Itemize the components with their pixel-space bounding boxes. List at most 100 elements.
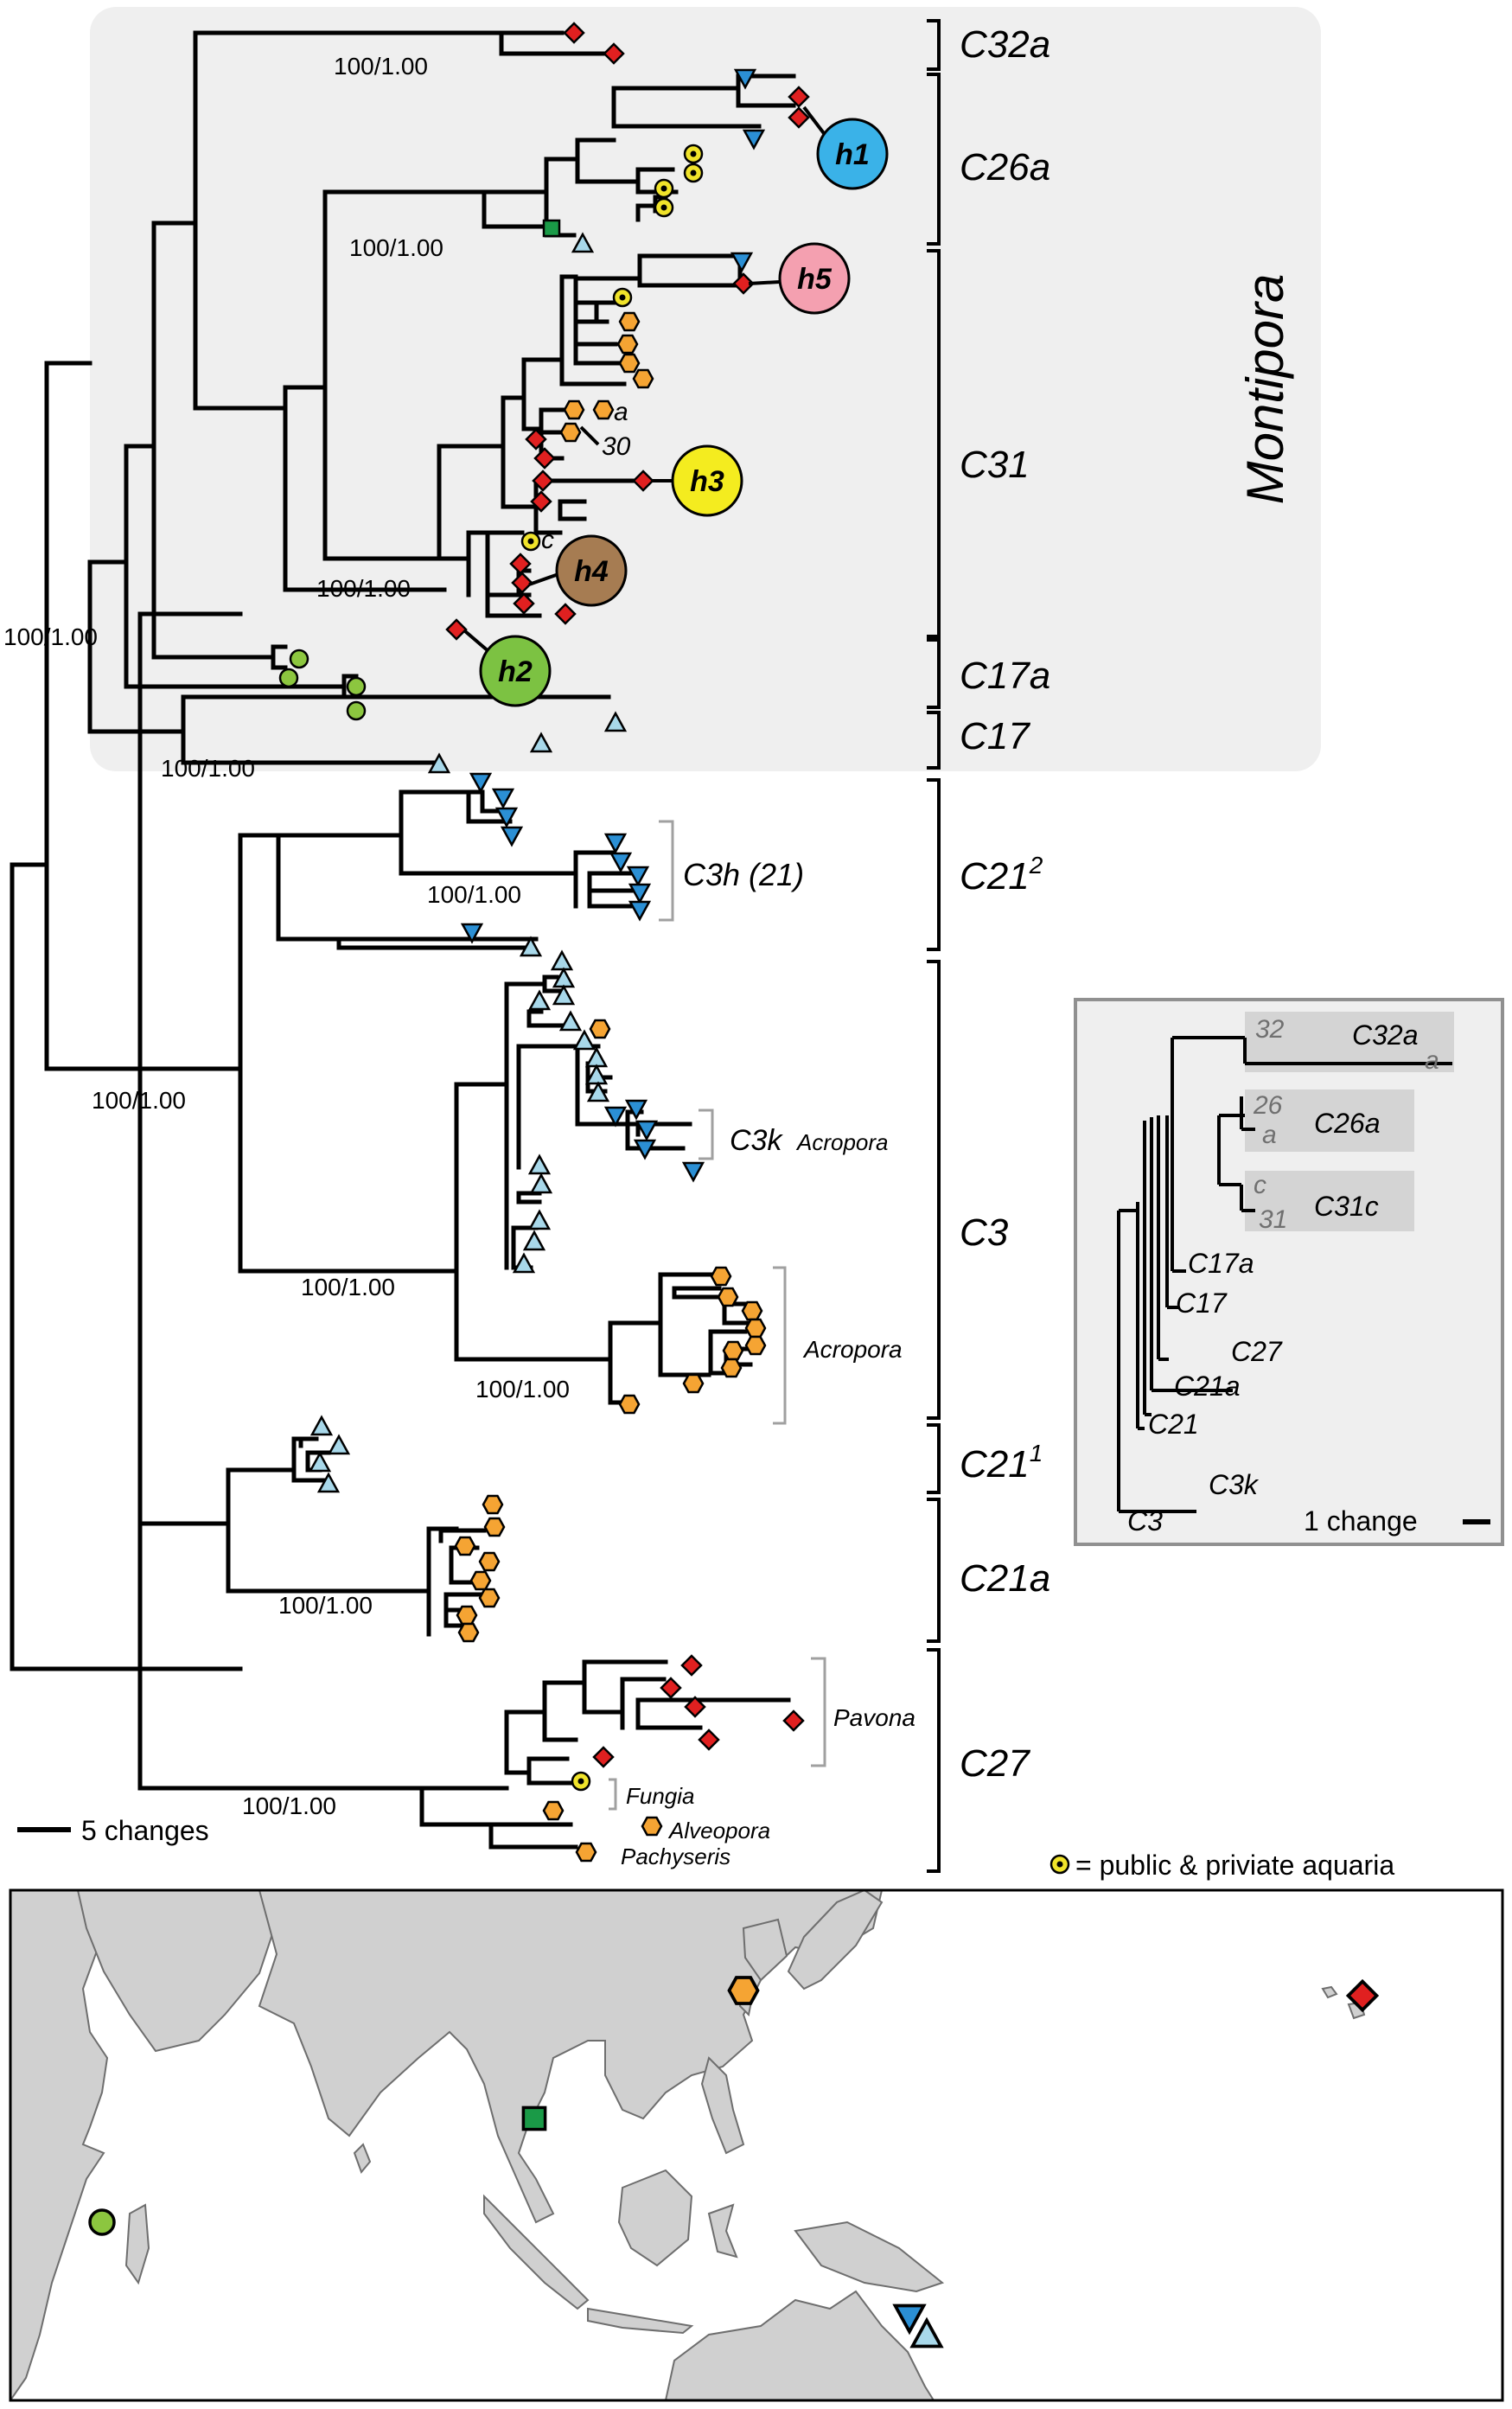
triangle-up-marker-icon xyxy=(530,1173,552,1194)
support-value: 100/1.00 xyxy=(161,755,255,782)
triangle-up-marker-icon xyxy=(585,1047,608,1068)
circle-marker-icon xyxy=(289,649,309,669)
support-value: 100/1.00 xyxy=(334,53,428,80)
aquaria-marker-icon xyxy=(654,197,674,218)
legend-aquaria: = public & priviate aquaria xyxy=(1075,1850,1394,1881)
hexagon-marker-icon xyxy=(618,1394,641,1415)
haplotype-callouts: h1 h5 h3 h4 h2 xyxy=(463,105,889,707)
triangle-down-marker-icon xyxy=(682,1161,705,1182)
clade-c17a: C17a xyxy=(960,655,1050,697)
hexagon-marker-icon xyxy=(717,1287,739,1307)
inset-label-a: a xyxy=(1425,1046,1439,1075)
inset-label-26: 26 xyxy=(1253,1091,1283,1120)
triangle-down-marker-icon xyxy=(628,883,651,904)
triangle-down-marker-icon xyxy=(501,826,523,847)
clade-c21-2: C212 xyxy=(960,852,1043,898)
triangle-up-marker-icon xyxy=(310,1415,333,1436)
group-c3h: C3h (21) xyxy=(683,857,804,892)
aquaria-marker-icon xyxy=(571,1771,591,1792)
montipora-region xyxy=(90,7,1321,771)
clade-c17: C17 xyxy=(960,715,1030,757)
support-value: 100/1.00 xyxy=(3,623,98,650)
triangle-up-marker-icon xyxy=(573,1030,596,1051)
hexagon-marker-icon xyxy=(457,1622,480,1643)
triangle-down-marker-icon xyxy=(628,900,651,921)
inset-label-a: a xyxy=(1262,1121,1277,1149)
inset-label-c17a: C17a xyxy=(1188,1248,1254,1279)
h5-label: h5 xyxy=(797,263,833,296)
clade-c21a: C21a xyxy=(960,1557,1050,1600)
inset-label-c: c xyxy=(1254,1171,1266,1199)
clade-brackets: C32a C26a C31 C17a C17 C212 C3 C211 C21a… xyxy=(927,19,1050,1873)
triangle-down-marker-icon xyxy=(604,833,627,853)
hexagon-marker-icon xyxy=(542,1800,565,1821)
inset-label-c21a: C21a xyxy=(1174,1371,1241,1402)
group-fungia: Fungia xyxy=(626,1783,695,1809)
h2-bubble xyxy=(479,635,552,707)
clade-c21-1: C211 xyxy=(960,1440,1043,1486)
hexagon-marker-icon xyxy=(618,353,641,374)
triangle-up-marker-icon xyxy=(309,1452,331,1473)
hexagon-marker-icon xyxy=(722,1340,744,1361)
map-hexagon-marker-icon xyxy=(727,1976,760,2005)
support-value: 100/1.00 xyxy=(427,881,521,908)
inset-tree: 32 C32a a 26 a C26a c 31 C31c C17a C17 C… xyxy=(1074,998,1504,1546)
triangle-up-marker-icon xyxy=(523,1230,545,1251)
inset-label-c27: C27 xyxy=(1231,1336,1283,1367)
hexagon-marker-icon xyxy=(469,1570,492,1591)
clade-c3: C3 xyxy=(960,1211,1009,1254)
hexagon-marker-icon xyxy=(618,311,641,332)
circle-marker-icon xyxy=(278,668,299,688)
group-c3k-host: Acropora xyxy=(795,1129,889,1155)
inset-label-c21: C21 xyxy=(1148,1409,1199,1440)
triangle-up-marker-icon xyxy=(528,1154,551,1175)
hexagon-marker-icon xyxy=(454,1536,476,1556)
aquaria-marker-icon xyxy=(1049,1854,1070,1875)
map-circle-marker-icon xyxy=(88,2208,116,2236)
hexagon-marker-icon xyxy=(482,1494,504,1515)
h3-label: h3 xyxy=(690,465,724,498)
inset-label-31: 31 xyxy=(1259,1205,1287,1234)
circle-marker-icon xyxy=(346,676,367,697)
hexagon-marker-icon xyxy=(478,1551,501,1572)
hexagon-marker-icon xyxy=(744,1318,767,1339)
triangle-up-marker-icon xyxy=(513,1253,535,1274)
hexagon-marker-icon xyxy=(575,1842,597,1863)
clade-c31: C31 xyxy=(960,444,1030,486)
hexagon-marker-icon xyxy=(744,1335,767,1356)
clade-c32a: C32a xyxy=(960,23,1050,66)
diamond-marker-icon xyxy=(698,1728,720,1751)
support-value: 100/1.00 xyxy=(278,1592,373,1619)
diamond-marker-icon xyxy=(680,1654,703,1677)
tip-label-30: 30 xyxy=(602,432,631,461)
hexagon-marker-icon xyxy=(720,1358,743,1378)
hexagon-marker-icon xyxy=(478,1588,501,1608)
support-value: 100/1.00 xyxy=(92,1087,186,1114)
triangle-up-marker-icon xyxy=(559,1011,582,1032)
group-c3k: C3k xyxy=(730,1124,783,1157)
aquaria-marker-icon xyxy=(520,531,541,552)
triangle-up-marker-icon xyxy=(528,990,551,1011)
inset-label-c3k: C3k xyxy=(1209,1469,1260,1500)
map-square-marker-icon xyxy=(521,2105,547,2131)
hexagon-marker-icon xyxy=(456,1605,478,1626)
group-pavona: Pavona xyxy=(833,1704,915,1731)
h4-label: h4 xyxy=(574,555,609,588)
triangle-down-marker-icon xyxy=(469,772,492,793)
circle-marker-icon xyxy=(346,700,367,721)
group-brackets: C3h (21) C3k Acropora Acropora Pavona Fu… xyxy=(609,820,915,1869)
clade-c27: C27 xyxy=(960,1742,1030,1785)
hexagon-marker-icon xyxy=(589,1019,611,1039)
inset-label-c31c: C31c xyxy=(1314,1191,1379,1222)
hexagon-marker-icon xyxy=(563,399,585,420)
hexagon-marker-icon xyxy=(616,334,639,355)
hexagon-marker-icon xyxy=(559,422,582,443)
triangle-down-marker-icon xyxy=(627,866,649,886)
map xyxy=(9,1888,1504,2402)
inset-scale-label: 1 change xyxy=(1304,1505,1418,1537)
h5-bubble xyxy=(778,242,851,315)
support-value: 100/1.00 xyxy=(475,1376,570,1403)
inset-label-c17: C17 xyxy=(1176,1288,1228,1319)
group-pachyseris: Pachyseris xyxy=(621,1843,730,1869)
aquaria-marker-icon xyxy=(683,144,704,164)
